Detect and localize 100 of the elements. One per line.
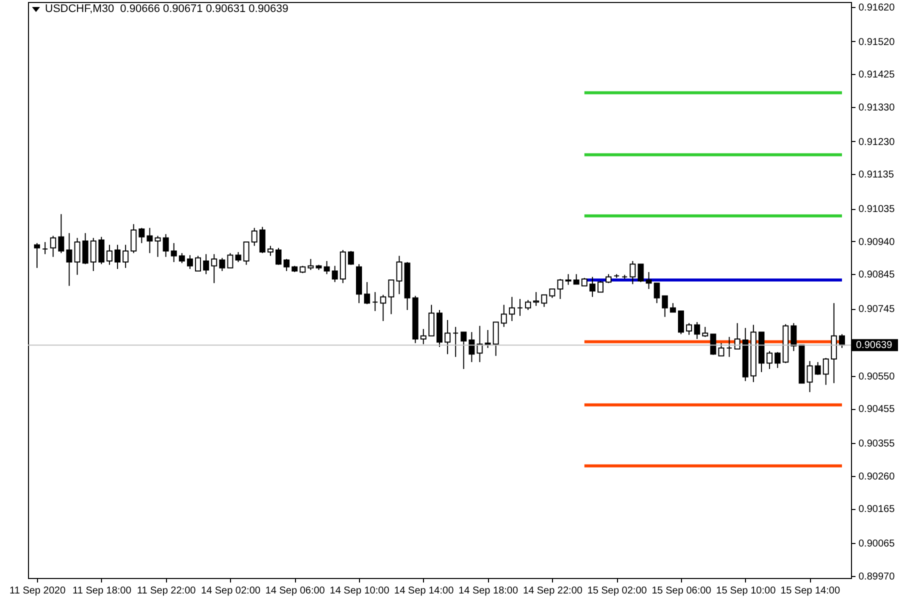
y-tick-label: 0.90745 [858,304,896,316]
candlestick [130,224,137,254]
x-tick-label: 14 Sep 06:00 [265,586,326,596]
candlestick [203,254,210,275]
candlestick [516,298,523,316]
ref-line-label: 0.90639 [856,340,893,352]
candlestick [162,234,169,258]
y-tick-label: 0.90355 [858,438,896,450]
y-tick-label: 0.90550 [858,371,896,382]
candlestick [468,332,475,363]
x-tick-label: 14 Sep 18:00 [458,586,518,596]
candlestick [372,292,378,312]
candlestick [106,244,112,266]
y-tick-label: 0.91230 [858,136,896,148]
candlestick [830,302,837,384]
candlestick [597,280,604,293]
candlestick [82,232,88,265]
candlestick [396,255,402,295]
candlestick [122,244,129,268]
candlestick [589,276,596,298]
candlestick [227,252,234,268]
y-tick-label: 0.90065 [858,538,896,550]
y-tick-label: 0.90260 [858,471,896,482]
candlestick [154,235,161,258]
candlestick [710,334,716,356]
candlestick [420,328,426,345]
x-tick-label: 14 Sep 02:00 [200,586,261,596]
candlestick [662,295,668,318]
candlestick [718,342,724,356]
candlestick [476,325,483,363]
y-tick-label: 0.91035 [858,204,896,216]
candlestick [324,260,330,275]
candlestick [50,235,56,258]
candlestick [678,310,684,335]
candlestick [276,247,282,266]
candlestick [170,242,177,263]
candlestick [380,294,386,322]
x-tick-label: 15 Sep 02:00 [587,586,648,596]
x-tick-label: 15 Sep 06:00 [652,586,712,596]
x-tick-label: 11 Sep 18:00 [72,586,132,596]
candlestick [146,227,153,254]
y-tick-label: 0.91425 [858,70,896,81]
candlestick [98,236,104,265]
y-tick-label: 0.89970 [858,571,896,582]
candlestick [525,300,532,311]
x-tick-label: 14 Sep 10:00 [330,586,390,596]
candlestick [114,244,121,270]
candlestick [822,357,829,386]
y-tick-label: 0.91620 [858,2,896,14]
candlestick [235,252,242,263]
candlestick [267,245,274,256]
candlestick [646,272,652,290]
candlestick [211,254,218,284]
candlestick [541,294,548,308]
candlestick [774,352,781,368]
x-tick-label: 15 Sep 10:00 [716,586,776,596]
x-tick-label: 14 Sep 22:00 [522,586,583,596]
candlestick [766,350,773,370]
candlestick [34,242,40,268]
x-tick-label: 14 Sep 14:00 [394,586,454,596]
candlestick [219,257,226,272]
candlestick [492,322,499,356]
candlestick [726,336,732,358]
chart-title: USDCHF,M30 0.90666 0.90671 0.90631 0.90639 [45,3,288,15]
candlestick [66,232,72,286]
candlestick [74,237,80,276]
candlestick [630,260,636,285]
candlestick [686,322,692,336]
candlestick [186,254,193,270]
candlestick [654,282,660,304]
candlestick [178,252,185,264]
candlestick [452,326,459,358]
candlestick [460,332,467,370]
candlestick [702,326,708,338]
candlestick [259,226,266,254]
candlestick [533,292,540,306]
candlestick [284,258,290,272]
y-tick-label: 0.91330 [858,102,896,114]
candlestick [694,322,700,340]
y-tick-label: 0.90940 [858,236,896,248]
candlestick [508,296,515,322]
candlestick [332,265,338,283]
candlestick [251,227,258,246]
candlestick [734,322,740,350]
y-tick-label: 0.90165 [858,504,896,516]
candlestick [638,264,644,283]
y-tick-label: 0.91520 [858,36,896,48]
y-tick-label: 0.90455 [858,404,896,416]
x-tick-label: 11 Sep 22:00 [136,586,196,596]
candlestick [138,227,145,244]
candlestick [243,242,250,266]
candlestick [195,255,202,272]
candlestick [565,274,572,286]
x-tick-label: 15 Sep 14:00 [780,586,840,596]
candlestick [806,360,813,393]
candlestick [90,237,96,272]
candlestick [308,258,314,270]
candlestick [42,242,48,255]
candlestick [444,320,451,355]
candlestick [428,304,434,336]
